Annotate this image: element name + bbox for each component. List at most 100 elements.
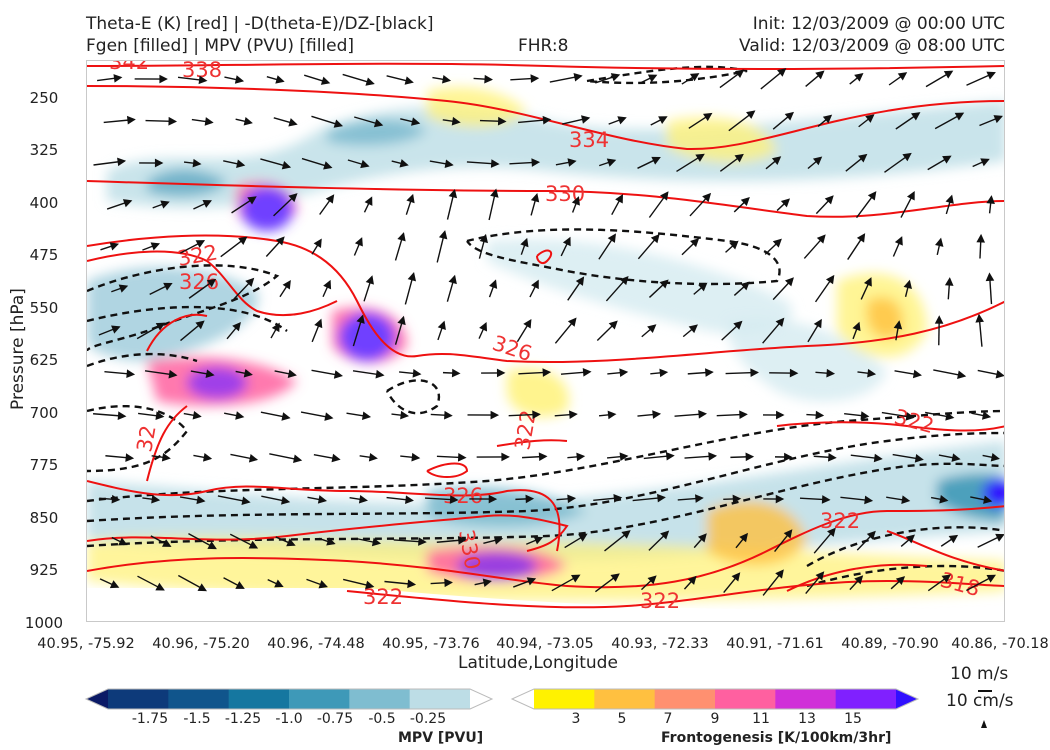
wind-vector-head	[902, 152, 912, 162]
wind-vector-head	[993, 115, 1003, 124]
wind-vector-head	[126, 115, 136, 125]
mpv-colorbar-label: MPV [PVU]	[398, 730, 484, 746]
wind-vector-head	[444, 578, 453, 588]
wind-vector-head	[488, 494, 498, 504]
wind-vector-head	[197, 583, 208, 592]
wind-vector-head	[117, 411, 127, 421]
wind-vector-head	[274, 579, 284, 588]
y-axis-label: Pressure [hPa]	[8, 288, 28, 410]
wind-vector-head	[490, 410, 500, 420]
wind-vector-head	[621, 530, 631, 539]
wind-vector-head	[323, 279, 332, 290]
wind-vector-head	[613, 494, 623, 503]
wind-vector-head	[702, 192, 712, 203]
fgen-tick: 9	[710, 711, 720, 727]
wind-vector-head	[827, 527, 836, 537]
colorbar-segment	[775, 689, 837, 709]
stability-contour	[87, 264, 280, 352]
wind-vector-head	[615, 193, 623, 204]
wind-vector-head	[934, 315, 944, 324]
wind-vector-head	[333, 119, 344, 128]
fgen-tick: 11	[752, 711, 770, 727]
wind-vector-head	[358, 494, 368, 504]
init-time: Init: 12/03/2009 @ 00:00 UTC	[752, 14, 1005, 34]
wind-vector-head	[815, 70, 825, 80]
y-tick-label: 850	[29, 509, 59, 527]
contour-label: 322	[363, 585, 403, 609]
wind-vector-head	[975, 313, 984, 323]
wind-vector-head	[150, 242, 161, 251]
colorbar-segment	[512, 689, 534, 709]
wind-vector-head	[111, 325, 121, 334]
wind-vector-head	[361, 411, 372, 420]
mpv-tick: -0.5	[368, 711, 396, 727]
wind-vector-head	[281, 161, 292, 170]
contour-label: 326	[443, 484, 483, 508]
stability-contours	[87, 65, 1004, 588]
wind-vector-head	[985, 272, 995, 282]
stability-contour	[806, 564, 1004, 588]
wind-vector-head	[320, 76, 331, 85]
filled-fields	[87, 87, 1004, 601]
wind-vector-head	[109, 242, 119, 251]
wind-vector-head	[780, 198, 791, 208]
fgen-yellow-4	[507, 368, 569, 418]
wind-vector-head	[935, 237, 944, 247]
theta-e-contour	[776, 421, 1004, 432]
wind-vector-head	[647, 575, 657, 585]
x-tick-label: 40.96, -74.48	[267, 636, 365, 652]
y-tick-label: 325	[29, 141, 59, 159]
wind-vector-head	[248, 540, 259, 549]
wind-vector-head	[489, 279, 498, 289]
wind-vector-head	[697, 533, 707, 543]
wind-vector-head	[610, 73, 621, 82]
wind-vector-head	[448, 274, 457, 285]
wind-vector-head	[159, 74, 168, 84]
wind-vector-head	[771, 156, 782, 165]
wind-vector-head	[732, 494, 742, 504]
wind-vector-head	[202, 200, 212, 208]
x-tick-label: 40.96, -75.20	[152, 636, 250, 652]
wind-vector-head	[122, 199, 133, 208]
wind-vector-head	[854, 72, 864, 82]
theta-e-contours	[87, 62, 1004, 609]
wind-vector-head	[418, 537, 427, 546]
wind-vector-head	[248, 454, 259, 463]
wind-vector-head	[784, 277, 794, 287]
y-tick-label: 250	[29, 89, 59, 107]
wind-vector-head	[282, 280, 291, 290]
wind-vector-head	[981, 411, 992, 420]
wind-vector-head	[582, 368, 592, 377]
wind-vector-head	[746, 110, 756, 119]
wind-vector-head	[695, 153, 705, 162]
vector-key-horizontal-arrow	[978, 690, 992, 692]
wind-vector-head	[365, 275, 374, 285]
mpv-tick: -1.25	[224, 711, 262, 727]
wind-vector-head	[698, 282, 708, 292]
plot-area: 342 338 334 330 322 326 326 32 322 322 326 330 322 31…	[86, 60, 1005, 622]
stability-contour	[87, 352, 198, 368]
wind-vector-head	[854, 575, 864, 585]
colorbar-segment	[594, 689, 656, 709]
wind-vector-head	[287, 369, 297, 378]
wind-vector-head	[660, 530, 670, 540]
wind-vector-head	[905, 534, 916, 544]
wind-vector-head	[571, 574, 581, 583]
wind-vector-head	[323, 161, 333, 170]
wind-vector-head	[867, 368, 877, 378]
wind-vector-head	[995, 533, 1004, 542]
stability-contour	[87, 405, 189, 473]
wind-vector-head	[407, 579, 417, 589]
colorbar-segment	[835, 689, 897, 709]
contour-label: 338	[182, 61, 222, 82]
wind-vector-head	[954, 112, 965, 121]
wind-vector-head	[293, 454, 303, 464]
wind-vector-head	[118, 537, 128, 546]
wind-vector-head	[275, 236, 285, 246]
wind-vector-head	[155, 411, 165, 420]
wind-vector-head	[939, 494, 949, 504]
theta-e-contour	[87, 85, 1004, 151]
wind-vector-head	[192, 158, 202, 168]
wind-vector-head	[863, 277, 872, 287]
